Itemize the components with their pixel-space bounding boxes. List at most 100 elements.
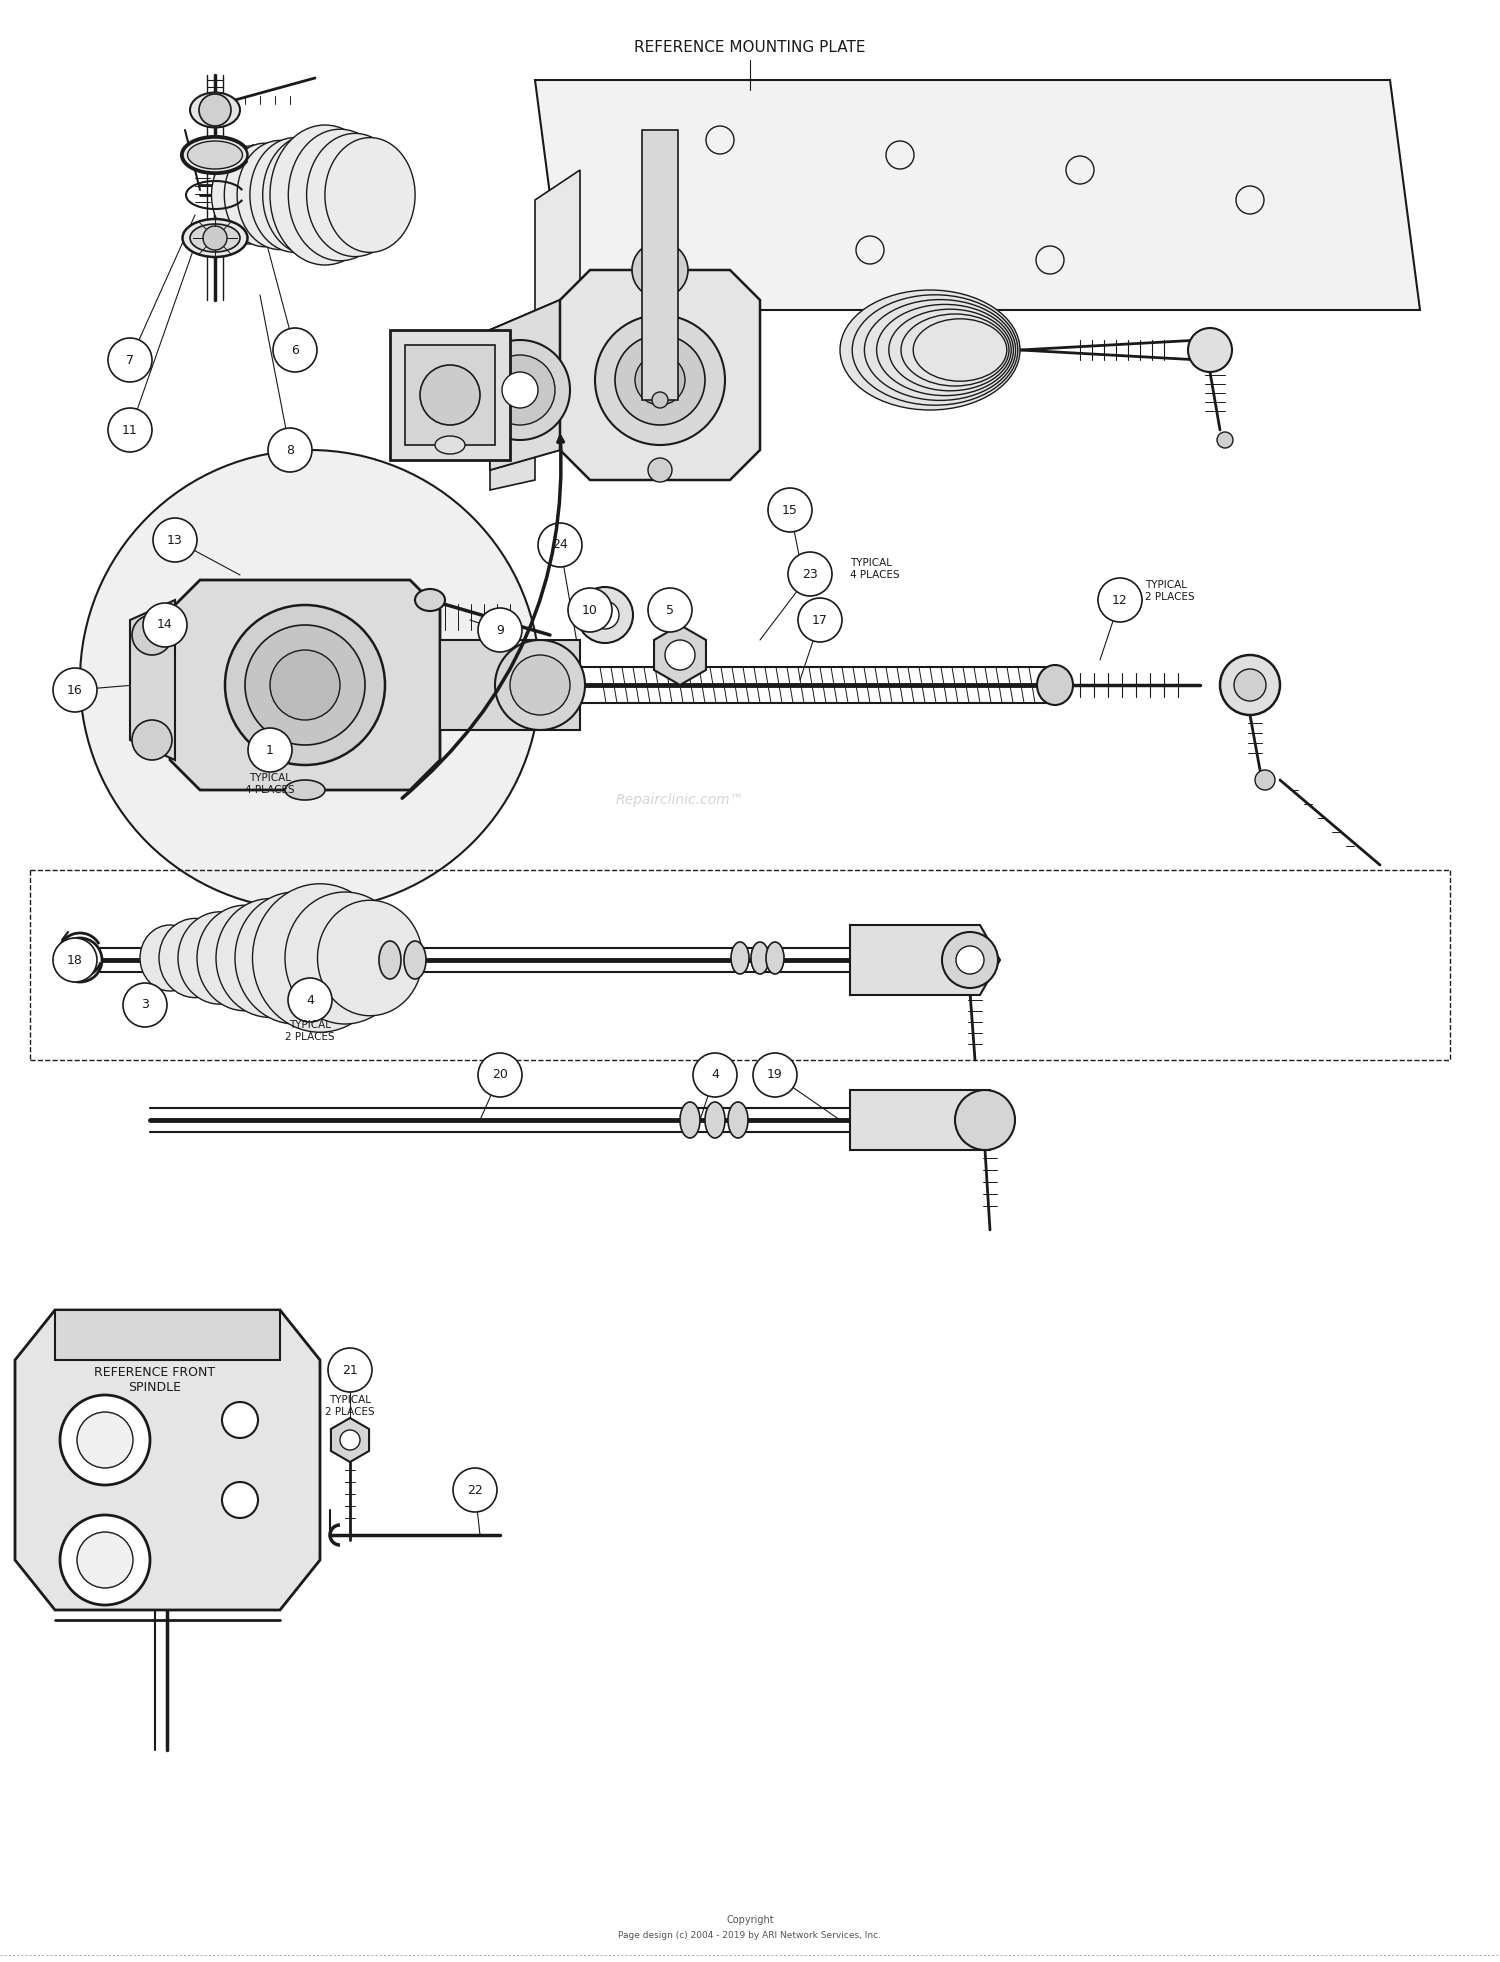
Polygon shape (654, 626, 706, 685)
Ellipse shape (236, 893, 356, 1024)
Ellipse shape (730, 942, 748, 973)
Circle shape (768, 489, 812, 532)
Text: 5: 5 (666, 604, 674, 616)
Circle shape (1216, 432, 1233, 447)
Circle shape (340, 1430, 360, 1450)
Circle shape (652, 392, 668, 408)
Polygon shape (390, 330, 510, 459)
Text: Repairclinic.com™: Repairclinic.com™ (615, 793, 744, 806)
Circle shape (222, 1403, 258, 1438)
Circle shape (268, 428, 312, 473)
Ellipse shape (159, 918, 231, 997)
Circle shape (80, 449, 540, 910)
Circle shape (478, 1054, 522, 1097)
Circle shape (591, 600, 620, 630)
Ellipse shape (902, 314, 1010, 387)
Circle shape (495, 640, 585, 730)
Circle shape (270, 649, 340, 720)
Circle shape (596, 316, 724, 445)
Circle shape (453, 1468, 497, 1513)
Text: 14: 14 (158, 618, 172, 632)
Text: Copyright: Copyright (726, 1915, 774, 1925)
Circle shape (153, 518, 197, 561)
Circle shape (244, 626, 364, 746)
Text: 17: 17 (812, 614, 828, 626)
Circle shape (1188, 328, 1231, 373)
Circle shape (510, 655, 570, 714)
Circle shape (202, 226, 226, 249)
Circle shape (132, 720, 172, 759)
Circle shape (60, 1395, 150, 1485)
Text: 10: 10 (582, 604, 598, 616)
Circle shape (632, 241, 688, 298)
Ellipse shape (890, 310, 1011, 390)
Ellipse shape (852, 294, 1018, 406)
Ellipse shape (216, 899, 324, 1018)
Text: 21: 21 (342, 1364, 358, 1377)
Ellipse shape (914, 318, 1007, 381)
Ellipse shape (318, 901, 423, 1016)
Circle shape (1256, 769, 1275, 791)
Polygon shape (15, 1311, 320, 1611)
Circle shape (328, 1348, 372, 1391)
Circle shape (956, 946, 984, 973)
Ellipse shape (306, 133, 404, 257)
Ellipse shape (752, 942, 770, 973)
Ellipse shape (237, 141, 322, 249)
Circle shape (108, 408, 152, 451)
Circle shape (886, 141, 914, 169)
Text: TYPICAL
2 PLACES: TYPICAL 2 PLACES (1144, 581, 1194, 602)
Circle shape (132, 614, 172, 655)
Text: REFERENCE FRONT
SPINDLE: REFERENCE FRONT SPINDLE (94, 1366, 216, 1393)
Ellipse shape (285, 781, 326, 800)
Circle shape (108, 337, 152, 383)
Ellipse shape (183, 137, 248, 173)
Ellipse shape (196, 904, 292, 1010)
Circle shape (58, 938, 102, 983)
Circle shape (693, 1054, 736, 1097)
Text: TYPICAL
2 PLACES: TYPICAL 2 PLACES (285, 1020, 334, 1042)
Ellipse shape (252, 883, 387, 1032)
Ellipse shape (211, 145, 288, 243)
Circle shape (503, 373, 538, 408)
Text: TYPICAL
4 PLACES: TYPICAL 4 PLACES (850, 557, 900, 581)
Circle shape (634, 355, 686, 404)
Text: 9: 9 (496, 624, 504, 636)
Polygon shape (560, 271, 760, 481)
Circle shape (568, 589, 612, 632)
Text: TYPICAL
4 PLACES: TYPICAL 4 PLACES (244, 773, 296, 795)
Ellipse shape (188, 141, 243, 169)
Text: 12: 12 (1112, 593, 1128, 606)
Circle shape (76, 1413, 134, 1468)
Text: 13: 13 (166, 534, 183, 547)
Ellipse shape (140, 924, 200, 991)
Circle shape (248, 728, 292, 771)
Text: 23: 23 (802, 567, 818, 581)
Ellipse shape (435, 436, 465, 453)
Ellipse shape (864, 300, 1016, 400)
Circle shape (538, 524, 582, 567)
Ellipse shape (840, 290, 1020, 410)
Polygon shape (490, 300, 560, 471)
Polygon shape (850, 924, 1000, 995)
Ellipse shape (288, 129, 392, 261)
Ellipse shape (270, 126, 380, 265)
Ellipse shape (404, 942, 426, 979)
Circle shape (225, 604, 386, 765)
Text: 4: 4 (711, 1069, 718, 1081)
Circle shape (288, 977, 332, 1022)
Circle shape (798, 598, 842, 642)
Text: 20: 20 (492, 1069, 508, 1081)
Circle shape (53, 667, 98, 712)
Polygon shape (536, 171, 580, 430)
Ellipse shape (178, 912, 262, 1005)
Ellipse shape (190, 224, 240, 251)
Text: 1: 1 (266, 744, 274, 757)
Circle shape (53, 938, 98, 983)
Circle shape (942, 932, 998, 989)
Polygon shape (130, 600, 176, 759)
Text: 6: 6 (291, 343, 298, 357)
Text: 22: 22 (466, 1483, 483, 1497)
Circle shape (484, 355, 555, 426)
Ellipse shape (190, 92, 240, 128)
